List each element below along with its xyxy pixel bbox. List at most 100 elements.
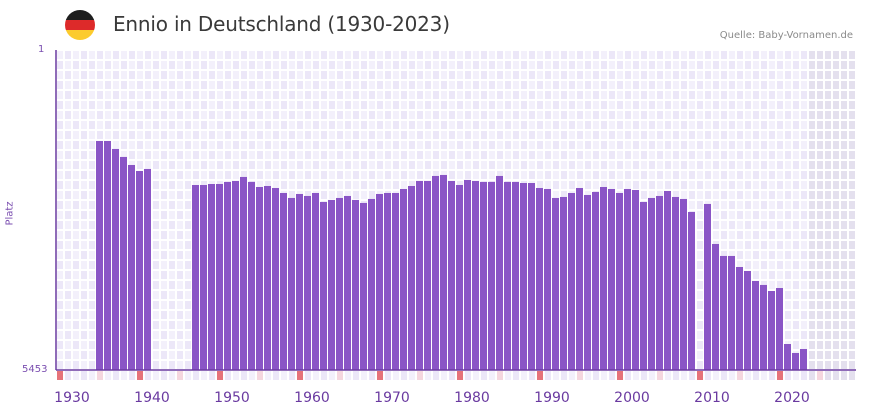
bar-1953 xyxy=(240,176,247,370)
year-marker xyxy=(609,371,615,380)
year-marker xyxy=(297,371,303,380)
bar-2004 xyxy=(648,197,655,370)
year-marker xyxy=(353,371,359,380)
bar-2012 xyxy=(712,243,719,370)
bar-1960 xyxy=(296,193,303,370)
bar-1975 xyxy=(416,180,423,370)
bar-1957 xyxy=(272,187,279,370)
year-marker xyxy=(313,371,319,380)
bar-1940 xyxy=(136,170,143,370)
year-marker xyxy=(177,371,183,380)
year-marker xyxy=(153,371,159,380)
year-marker xyxy=(785,371,791,380)
year-marker xyxy=(329,371,335,380)
year-marker xyxy=(713,371,719,380)
bar-1999 xyxy=(608,188,615,370)
year-marker xyxy=(377,371,383,380)
bar-1967 xyxy=(352,199,359,370)
year-marker xyxy=(161,371,167,380)
year-marker xyxy=(89,371,95,380)
year-marker xyxy=(417,371,423,380)
bar-2019 xyxy=(768,290,775,370)
bar-1977 xyxy=(432,175,439,370)
chart-title: Ennio in Deutschland (1930-2023) xyxy=(113,12,450,36)
year-marker xyxy=(521,371,527,380)
year-marker xyxy=(337,371,343,380)
bar-1984 xyxy=(488,181,495,370)
bar-1996 xyxy=(584,194,591,370)
year-marker xyxy=(121,371,127,380)
x-tick-1980: 1980 xyxy=(454,390,490,406)
bar-1969 xyxy=(368,198,375,370)
bar-1956 xyxy=(264,185,271,370)
year-marker xyxy=(97,371,103,380)
year-marker xyxy=(793,371,799,380)
bar-1952 xyxy=(232,180,239,370)
bar-2017 xyxy=(752,280,759,370)
year-marker xyxy=(433,371,439,380)
year-marker xyxy=(833,371,839,380)
bar-1964 xyxy=(328,199,335,370)
bar-1958 xyxy=(280,192,287,370)
year-marker xyxy=(849,371,855,380)
bar-2001 xyxy=(624,188,631,370)
year-marker xyxy=(457,371,463,380)
bar-1995 xyxy=(576,187,583,370)
bar-2016 xyxy=(744,270,751,370)
year-marker xyxy=(809,371,815,380)
bar-1987 xyxy=(512,181,519,370)
bar-2013 xyxy=(720,255,727,370)
year-marker xyxy=(193,371,199,380)
year-marker xyxy=(65,371,71,380)
year-marker xyxy=(73,371,79,380)
year-marker xyxy=(225,371,231,380)
year-marker xyxy=(745,371,751,380)
year-marker xyxy=(537,371,543,380)
year-marker xyxy=(145,371,151,380)
year-marker xyxy=(249,371,255,380)
year-marker xyxy=(625,371,631,380)
bar-1937 xyxy=(112,148,119,370)
year-marker xyxy=(425,371,431,380)
bar-1998 xyxy=(600,186,607,370)
year-marker xyxy=(401,371,407,380)
year-marker xyxy=(753,371,759,380)
bar-1962 xyxy=(312,192,319,370)
year-marker xyxy=(113,371,119,380)
bar-2011 xyxy=(704,203,711,370)
bar-1954 xyxy=(248,181,255,370)
x-tick-1990: 1990 xyxy=(534,390,570,406)
bar-2005 xyxy=(656,195,663,370)
year-marker xyxy=(553,371,559,380)
year-marker xyxy=(201,371,207,380)
bar-1949 xyxy=(208,183,215,370)
y-tick-bottom: 5453 xyxy=(22,364,48,375)
year-marker xyxy=(617,371,623,380)
year-marker xyxy=(385,371,391,380)
bar-1965 xyxy=(336,197,343,370)
year-marker xyxy=(513,371,519,380)
year-marker xyxy=(665,371,671,380)
bar-1947 xyxy=(192,184,199,370)
year-marker xyxy=(769,371,775,380)
year-marker xyxy=(481,371,487,380)
year-marker xyxy=(673,371,679,380)
bar-2000 xyxy=(616,192,623,370)
year-marker xyxy=(601,371,607,380)
bar-1992 xyxy=(552,197,559,370)
year-marker xyxy=(321,371,327,380)
year-marker xyxy=(449,371,455,380)
bar-1959 xyxy=(288,197,295,370)
bar-1966 xyxy=(344,195,351,370)
year-marker xyxy=(281,371,287,380)
bar-1993 xyxy=(560,196,567,370)
year-marker xyxy=(817,371,823,380)
bar-2018 xyxy=(760,284,767,370)
year-marker xyxy=(505,371,511,380)
bar-1979 xyxy=(448,180,455,370)
bar-2007 xyxy=(672,196,679,370)
year-marker xyxy=(585,371,591,380)
year-marker xyxy=(473,371,479,380)
year-marker xyxy=(257,371,263,380)
year-marker xyxy=(185,371,191,380)
